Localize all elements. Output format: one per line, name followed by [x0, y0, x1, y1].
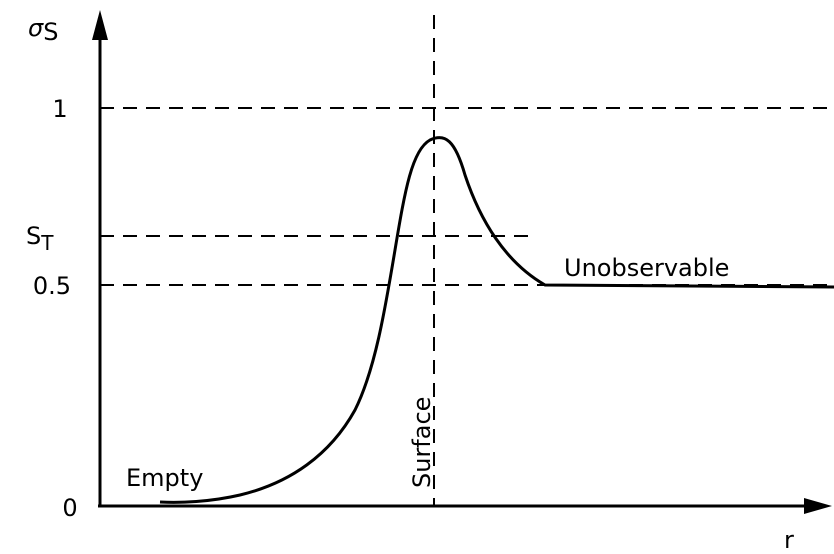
x-axis-label: r: [784, 526, 794, 554]
curve: [159, 136, 834, 504]
level-label: 1: [52, 95, 67, 123]
y-axis-arrow: [92, 10, 108, 40]
level-label: 0: [62, 494, 77, 522]
y-label-subscript: S: [43, 18, 58, 46]
level-label-symbol: S: [26, 222, 41, 250]
x-axis-arrow: [804, 498, 832, 514]
y-label-symbol: σ: [28, 14, 44, 42]
level-label-subscript: T: [40, 231, 54, 255]
level-label: 0.5: [33, 272, 71, 300]
y-axis-label: σS: [28, 14, 58, 46]
annotation: Unobservable: [564, 254, 729, 282]
level-label: ST: [26, 222, 54, 255]
annotation: Empty: [126, 464, 203, 492]
annotation: Surface: [408, 397, 436, 488]
